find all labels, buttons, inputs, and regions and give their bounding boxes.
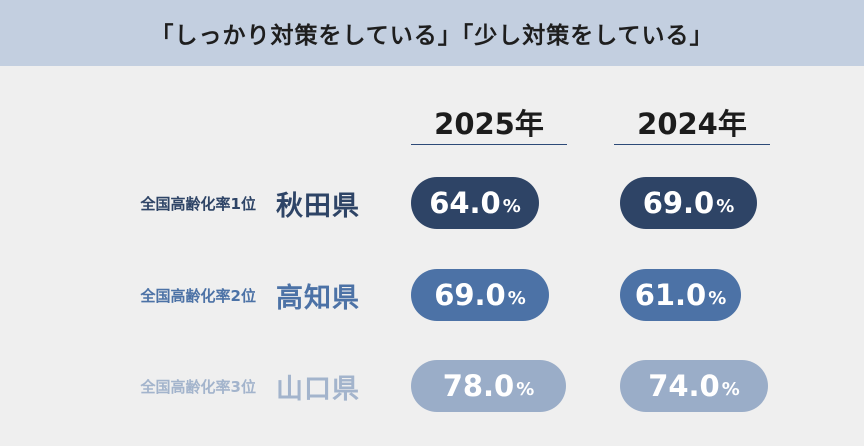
value-unit: % <box>708 287 727 309</box>
header-banner: 「しっかり対策をしている」「少し対策をしている」 <box>0 0 864 66</box>
value-unit: % <box>516 378 535 400</box>
value-number: 69.0 <box>434 278 506 312</box>
value-number: 64.0 <box>429 186 501 220</box>
value-pill: 61.0% <box>620 269 741 321</box>
rank-label: 全国高齢化率3位 <box>140 378 256 396</box>
rank-label: 全国高齢化率1位 <box>140 195 256 213</box>
value-unit: % <box>502 195 521 217</box>
value-number: 78.0 <box>442 369 515 403</box>
value-unit: % <box>716 195 735 217</box>
value-number: 61.0 <box>634 278 707 312</box>
prefecture-name: 秋田県 <box>276 191 360 222</box>
value-pill: 78.0% <box>411 360 566 412</box>
chart-title: 「しっかり対策をしている」「少し対策をしている」 <box>150 23 714 49</box>
value-pill: 69.0% <box>411 269 549 321</box>
prefecture-name: 高知県 <box>276 283 360 314</box>
value-unit: % <box>721 378 740 400</box>
value-number: 69.0 <box>642 186 715 220</box>
rank-label: 全国高齢化率2位 <box>140 287 256 305</box>
column-header-2025: 2025年 <box>411 104 567 145</box>
value-pill: 69.0% <box>620 177 757 229</box>
prefecture-name: 山口県 <box>276 374 360 405</box>
column-header-2024: 2024年 <box>614 104 770 145</box>
value-number: 74.0 <box>648 369 720 403</box>
value-pill: 74.0% <box>620 360 768 412</box>
value-unit: % <box>507 287 526 309</box>
value-pill: 64.0% <box>411 177 539 229</box>
